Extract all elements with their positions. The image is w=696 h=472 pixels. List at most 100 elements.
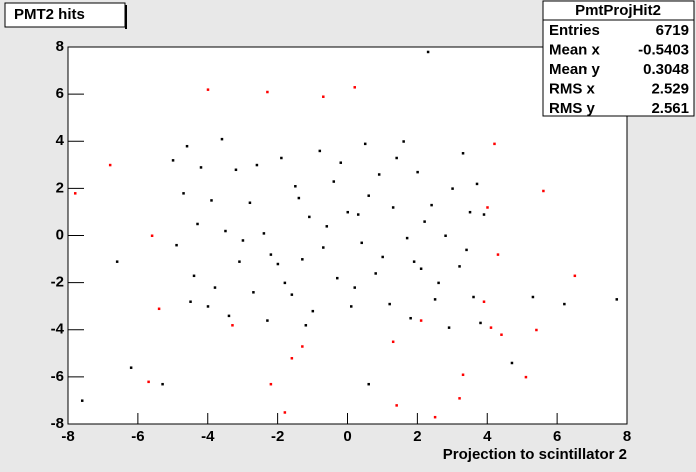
point [388,302,391,306]
point [157,307,161,311]
x-tick-label: -6 [131,428,144,445]
point [374,272,377,275]
point [360,241,363,245]
x-tick-label: 6 [553,428,561,445]
x-tick-label: 4 [483,428,492,445]
point [363,142,367,146]
point [238,260,241,263]
point [412,260,416,263]
point [224,229,227,233]
point [377,173,381,176]
point [255,163,259,167]
point [510,361,514,365]
point [192,274,196,278]
point [252,291,255,294]
point [311,309,315,313]
point [171,159,175,162]
point [108,163,112,167]
point [489,326,493,329]
point [332,180,336,183]
point [175,243,178,247]
point [419,319,423,322]
point [367,382,370,386]
point [493,142,496,146]
point [301,345,304,348]
point [391,206,395,209]
point [461,152,465,155]
y-tick-label: 6 [56,85,64,102]
point [531,295,535,299]
point [185,144,189,148]
point [395,156,398,160]
point [213,286,217,289]
point [409,316,412,320]
point [318,149,322,153]
point [206,88,210,91]
point [426,50,430,54]
point [227,314,231,318]
stats-value: 6719 [656,22,689,39]
stats-label: RMS x [549,80,596,97]
point [430,203,433,207]
stats-value: 2.561 [651,100,689,117]
x-tick-label: 2 [413,428,421,445]
y-tick-label: 0 [56,226,64,243]
point [391,340,395,344]
point [458,397,461,400]
stats-label: Mean y [549,61,601,78]
point [80,399,84,402]
point [419,267,423,270]
point [301,258,304,261]
point [444,234,447,237]
point [465,248,468,252]
y-tick-label: -8 [51,415,64,432]
point [196,222,199,226]
point [433,415,437,419]
point [325,225,329,228]
stats-label: Mean x [549,41,601,58]
point [496,253,500,256]
point [573,274,577,278]
point [283,411,287,414]
point [475,182,479,186]
point [234,168,238,172]
point [276,262,280,266]
title-box [4,2,126,28]
point [262,232,266,235]
point [500,333,503,336]
point [423,220,426,223]
point [486,206,489,209]
point [482,300,486,303]
point [461,373,465,377]
point [269,382,273,386]
x-tick-label: -4 [201,428,215,445]
stats-value: 2.529 [651,80,689,97]
point [266,90,269,94]
point [308,215,311,219]
point [161,382,164,386]
point [241,239,245,242]
point [206,305,210,308]
chart-title: PMT2 hits [14,6,85,23]
title-shadow [125,5,127,29]
point [416,170,419,174]
y-tick-label: -2 [51,274,64,291]
point [479,321,482,325]
point [280,156,283,160]
point [210,199,213,202]
plot-frame [67,46,628,425]
point [458,265,461,268]
point [381,255,384,259]
point [346,210,349,214]
point [189,300,192,303]
point [584,67,587,70]
point [395,404,398,407]
point [269,253,273,256]
point [451,187,454,190]
point [231,324,234,327]
stats-label: RMS y [549,100,596,117]
y-tick-label: -4 [51,321,65,338]
point [367,194,370,197]
point [129,366,133,369]
